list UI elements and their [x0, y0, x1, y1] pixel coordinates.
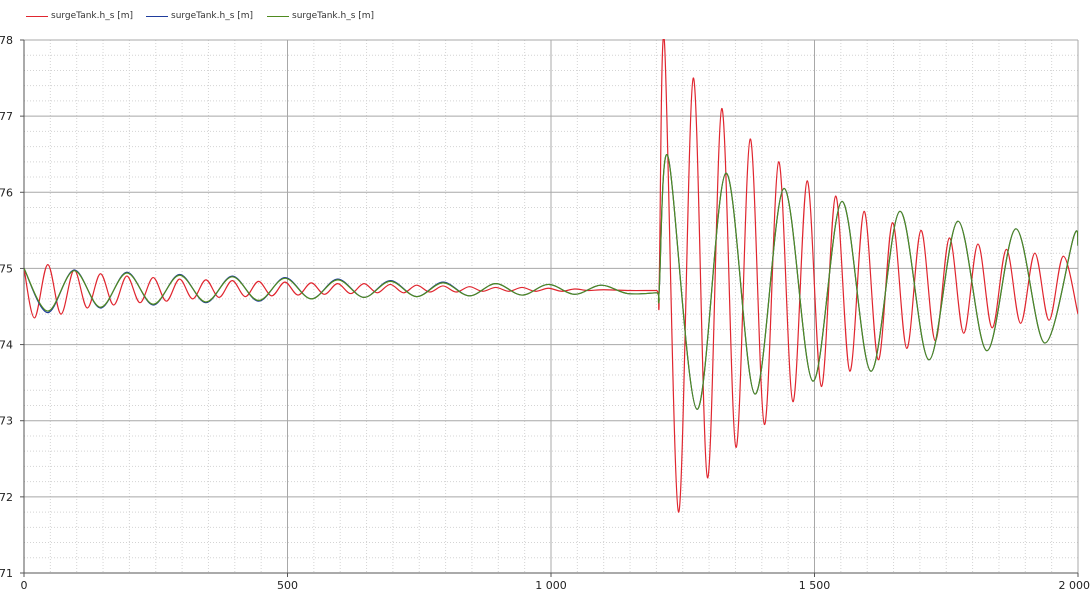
- y-tick-label: 75: [0, 262, 13, 275]
- plot-series: [24, 39, 1078, 513]
- x-tick-label: 1 500: [799, 579, 831, 592]
- legend-swatch-blue: [146, 15, 168, 17]
- x-tick-label: 0: [21, 579, 28, 592]
- series-line-green: [24, 153, 1078, 410]
- y-tick-label: 72: [0, 491, 13, 504]
- legend-item-series-2[interactable]: surgeTank.h_s [m]: [146, 9, 253, 23]
- legend-label: surgeTank.h_s [m]: [292, 11, 375, 21]
- chart-legend: surgeTank.h_s [m] surgeTank.h_s [m] surg…: [0, 0, 1091, 30]
- x-tick-label: 2 000: [1059, 579, 1091, 592]
- y-tick-label: 71: [0, 567, 13, 580]
- x-tick-label: 1 000: [535, 579, 567, 592]
- y-tick-label: 77: [0, 110, 13, 123]
- y-tick-label: 74: [0, 339, 13, 352]
- legend-label: surgeTank.h_s [m]: [51, 11, 134, 21]
- legend-label: surgeTank.h_s [m]: [171, 11, 254, 21]
- y-tick-label: 78: [0, 34, 13, 47]
- y-tick-label: 73: [0, 415, 13, 428]
- legend-swatch-green: [267, 15, 289, 17]
- legend-item-series-3[interactable]: surgeTank.h_s [m]: [267, 9, 374, 23]
- y-tick-label: 76: [0, 186, 13, 199]
- tick-labels: 0 500 1 000 1 500 2 000 71 72 73 74 75 76 77 78: [0, 34, 1090, 592]
- axes: [20, 39, 1079, 577]
- series-line-red: [24, 39, 1078, 513]
- legend-swatch-red: [26, 15, 48, 17]
- x-tick-label: 500: [277, 579, 298, 592]
- legend-item-series-1[interactable]: surgeTank.h_s [m]: [26, 9, 133, 23]
- grid: [23, 39, 1079, 574]
